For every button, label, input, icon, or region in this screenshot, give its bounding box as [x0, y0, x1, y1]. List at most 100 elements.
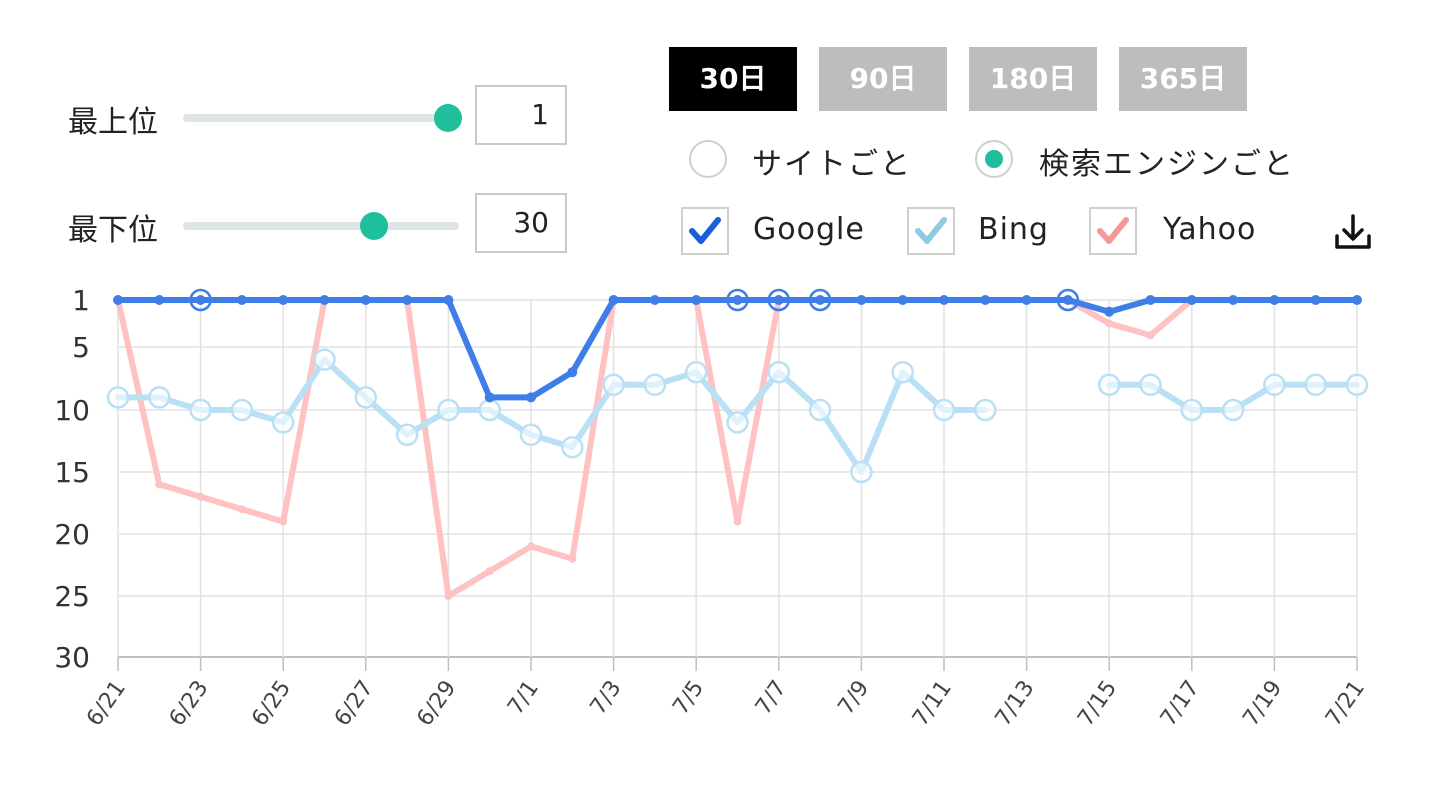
google-point: [1269, 295, 1280, 305]
x-tick-label: 6/29: [412, 676, 461, 731]
google-checkbox[interactable]: [681, 207, 729, 255]
bing-point: [271, 411, 295, 434]
bing-point: [519, 423, 543, 447]
google-point: [856, 295, 867, 305]
google-point: [1104, 306, 1115, 317]
bing-point: [1139, 373, 1162, 397]
bing-checkbox[interactable]: [907, 207, 955, 255]
google-point: [980, 295, 991, 305]
y-tick-label: 10: [54, 394, 90, 427]
x-tick-label: 7/7: [751, 676, 792, 719]
bing-point: [106, 386, 130, 409]
bing-point: [1180, 398, 1204, 422]
bing-label: Bing: [978, 212, 1049, 247]
bing-check-icon: [915, 217, 947, 244]
top-rank-slider-track[interactable]: [183, 114, 459, 122]
google-point: [939, 295, 949, 305]
bing-point: [726, 411, 749, 434]
bing-point: [313, 348, 336, 371]
google-point: [649, 295, 660, 305]
bing-point: [974, 398, 997, 422]
x-tick-label: 7/15: [1073, 676, 1122, 731]
x-tick-label: 7/3: [586, 676, 627, 719]
google-point-marker: [808, 288, 832, 312]
google-point: [732, 295, 743, 305]
yahoo-point: [155, 480, 164, 489]
yahoo-point: [485, 567, 494, 576]
google-point-marker: [726, 288, 749, 312]
x-tick-label: 6/25: [247, 676, 296, 731]
bing-point: [1221, 398, 1245, 422]
y-tick-label: 15: [54, 456, 90, 489]
bing-point: [932, 398, 956, 422]
google-label: Google: [753, 212, 865, 247]
yahoo-series-line: [115, 297, 1360, 599]
google-point-marker: [189, 288, 212, 312]
yahoo-point: [527, 542, 535, 551]
yahoo-point: [196, 492, 205, 501]
bing-point: [1345, 373, 1369, 397]
bing-point: [1263, 373, 1286, 397]
bing-point: [395, 423, 419, 447]
range-90-days-button[interactable]: 90日: [819, 47, 947, 111]
range-30-days-button[interactable]: 30日: [669, 47, 797, 111]
bottom-rank-slider-handle[interactable]: [360, 212, 388, 240]
yahoo-point: [237, 505, 246, 514]
google-point: [773, 295, 784, 305]
google-point: [443, 295, 454, 305]
google-point: [1228, 295, 1239, 305]
bing-point: [478, 398, 501, 422]
download-button[interactable]: [1331, 210, 1375, 254]
google-point: [402, 295, 413, 305]
bottom-rank-input[interactable]: 30: [475, 193, 567, 253]
y-tick-label: 5: [72, 331, 90, 364]
range-180-days-button[interactable]: 180日: [969, 47, 1097, 111]
google-point: [236, 295, 247, 305]
x-tick-label: 6/27: [330, 676, 379, 731]
per-engine-radio[interactable]: [975, 140, 1013, 178]
y-tick-label: 25: [54, 580, 90, 613]
google-point-marker: [767, 288, 791, 312]
bing-point: [189, 398, 212, 422]
google-point: [815, 295, 826, 305]
y-tick-label: 20: [54, 518, 90, 551]
bing-point: [891, 360, 914, 384]
google-point: [1145, 295, 1156, 305]
x-tick-label: 6/21: [82, 676, 131, 731]
x-axis: 6/21 6/23 6/25 6/27 6/29 7/1 7/3 7/5 7/7 7/9 7/11 7…: [82, 676, 1370, 731]
bing-point: [850, 460, 873, 484]
x-tick-label: 7/5: [668, 676, 709, 719]
bing-point: [354, 386, 378, 409]
google-check-icon: [689, 217, 721, 244]
google-point: [526, 392, 536, 403]
top-rank-slider-handle[interactable]: [434, 104, 462, 132]
google-point: [691, 295, 702, 305]
yahoo-checkbox[interactable]: [1089, 207, 1137, 255]
yahoo-check-icon: [1097, 217, 1129, 244]
google-point: [897, 295, 908, 305]
x-tick-label: 7/13: [991, 676, 1040, 731]
yahoo-point: [279, 517, 288, 526]
google-point: [319, 295, 330, 305]
google-point: [1352, 295, 1362, 305]
bottom-rank-label: 最下位: [68, 213, 158, 248]
top-rank-input[interactable]: 1: [475, 85, 567, 145]
range-365-days-button[interactable]: 365日: [1119, 47, 1247, 111]
google-point: [360, 295, 371, 305]
bing-point: [808, 398, 832, 422]
y-tick-label: 1: [72, 284, 90, 317]
google-point: [608, 295, 619, 305]
yahoo-point: [568, 554, 577, 563]
bottom-rank-slider-track[interactable]: [183, 222, 459, 230]
x-tick-label: 7/19: [1238, 676, 1287, 731]
bing-point: [561, 435, 584, 459]
google-point: [113, 295, 123, 305]
google-point: [1310, 295, 1321, 305]
per-site-radio[interactable]: [689, 140, 727, 178]
bing-point: [1097, 373, 1121, 397]
bing-point: [148, 386, 171, 409]
per-site-label: サイトごと: [752, 147, 912, 182]
bing-point: [643, 373, 667, 397]
